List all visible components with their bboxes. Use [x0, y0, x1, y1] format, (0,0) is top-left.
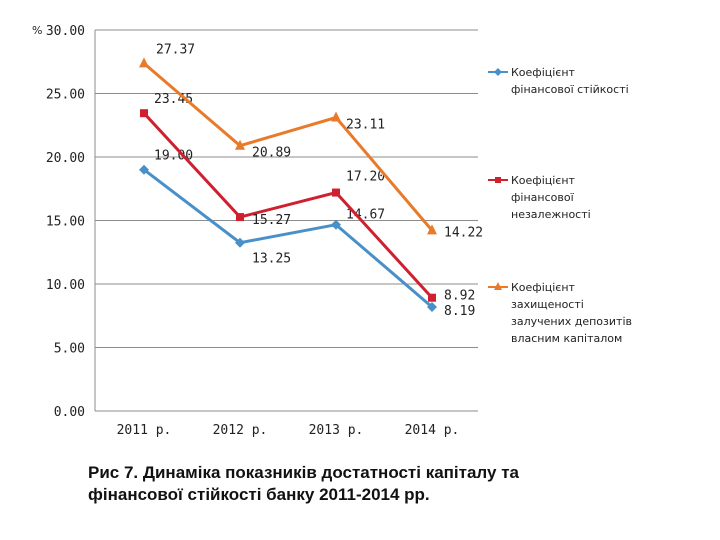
y-tick-label-0: 0.00: [54, 405, 85, 420]
legend-0-marker: [494, 68, 502, 76]
figure-caption: Рис 7. Динаміка показників достатності к…: [88, 463, 519, 504]
series-2-point-3: [427, 224, 437, 235]
series-line-0: [143, 168, 433, 309]
legend-2-text-1: захищеності: [511, 298, 584, 311]
series-0-point-1: [235, 237, 245, 248]
series-1-label-1: 15.27: [252, 213, 291, 228]
x-tick-label-0: 2011 р.: [117, 423, 172, 438]
y-tick-label-6: 30.00: [46, 24, 85, 39]
series-0-label-1: 13.25: [252, 252, 291, 267]
x-tick-label-1: 2012 р.: [213, 423, 268, 438]
legend-2-text-2: залучених депозитів: [511, 315, 632, 328]
y-tick-label-1: 5.00: [54, 342, 85, 357]
x-tick-label-3: 2014 р.: [405, 423, 460, 438]
series-0-label-0: 19.00: [154, 149, 193, 164]
series-line-1: [142, 112, 434, 299]
series-1-point-1: [236, 213, 244, 222]
series-1-label-3: 8.92: [444, 289, 475, 304]
series-2-point-1: [235, 139, 245, 150]
series-1-label-2: 17.20: [346, 170, 385, 185]
legend-2-marker: [494, 282, 502, 290]
y-tick-label-5: 25.00: [46, 88, 85, 103]
series-1-point-0: [140, 109, 148, 118]
x-tick-label-2: 2013 р.: [309, 423, 364, 438]
series-2-label-3: 14.22: [444, 225, 483, 240]
y-tick-label-2: 10.00: [46, 278, 85, 293]
line-chart: 0.00 5.00 10.00 15.00 20.00 25.00 30.00% 2011 р…: [32, 24, 632, 438]
legend-2-text-3: власним капіталом: [511, 332, 622, 345]
series-0-point-2: [331, 219, 341, 230]
y-tick-label-4: 20.00: [46, 151, 85, 166]
series-2-label-2: 23.11: [346, 118, 385, 133]
legend-1-marker: [495, 177, 501, 183]
series-1-point-3: [428, 293, 436, 302]
series-2-label-1: 20.89: [252, 146, 291, 161]
legend-0-text-1: фінансової стійкості: [511, 83, 629, 96]
series-0-label-3: 8.19: [444, 304, 475, 319]
series-2-point-0: [139, 57, 149, 68]
legend-1-text-0: Коефіцієнт: [511, 174, 576, 187]
legend-1-text-2: незалежності: [511, 208, 591, 221]
legend-0-text-0: Коефіцієнт: [511, 66, 576, 79]
series-0-label-2: 14.67: [346, 208, 385, 223]
series-0-point-0: [139, 164, 149, 175]
y-axis-unit: %: [32, 24, 42, 37]
legend-1-text-1: фінансової: [511, 191, 575, 204]
y-tick-label-3: 15.00: [46, 215, 85, 230]
series-2-point-2: [331, 111, 341, 122]
series-line-2: [143, 62, 434, 232]
series-1-point-2: [332, 188, 340, 197]
series-2-label-0: 27.37: [156, 42, 195, 57]
series-0-point-3: [427, 301, 437, 312]
legend-2-text-0: Коефіцієнт: [511, 281, 576, 294]
